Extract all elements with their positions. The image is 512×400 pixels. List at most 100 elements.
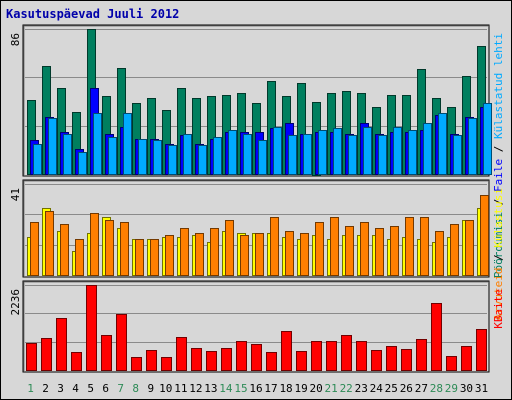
x-tick-label-29: 29 (445, 382, 458, 395)
panel-top-bar-k-lastatud-lehti-8 (138, 139, 147, 175)
x-tick-label-5: 5 (87, 382, 94, 395)
panel-top-legend-item-1: / (492, 192, 505, 212)
panel-middle-legend: Arvuteid / Külastusi (492, 188, 505, 320)
x-tick-label-24: 24 (370, 382, 384, 395)
panel-top-bar-k-lastatud-lehti-25 (393, 127, 402, 175)
panel-middle-bar-arvuteid-14 (225, 220, 234, 276)
panel-middle-bar-arvuteid-8 (135, 239, 144, 276)
x-tick-label-14: 14 (219, 382, 233, 395)
panel-bottom-bar-kbaite-21 (326, 341, 337, 371)
panel-middle-bar-arvuteid-18 (285, 231, 294, 276)
panel-middle-bar-arvuteid-5 (90, 213, 99, 276)
panel-top-bar-k-lastatud-lehti-9 (153, 140, 162, 175)
panel-bottom: 2236 KBaite (9, 280, 505, 373)
panel-top-bar-k-lastatud-lehti-31 (483, 103, 492, 175)
panel-top-bar-k-lastatud-lehti-6 (108, 137, 117, 175)
panel-bottom-bar-kbaite-17 (266, 352, 277, 371)
panel-bottom-bar-kbaite-15 (236, 341, 247, 371)
panel-middle-bar-arvuteid-24 (375, 228, 384, 276)
panel-middle-bar-arvuteid-25 (390, 226, 399, 276)
x-tick-labels: 1 2 3 4 5 6 7 8 9 10 11 12 13 14 15 16 17 18 19 20 21 22 23 24 2… (27, 382, 488, 395)
panel-top-bar-k-lastatud-lehti-12 (198, 145, 207, 175)
panel-top-bar-k-lastatud-lehti-21 (333, 128, 342, 175)
panel-middle-bar-arvuteid-7 (120, 222, 129, 276)
panel-top-bar-k-lastatud-lehti-14 (228, 130, 237, 175)
panel-bottom-bar-kbaite-5 (86, 285, 97, 371)
panel-middle-bar-arvuteid-3 (60, 224, 69, 276)
panel-top-bar-k-lastatud-lehti-20 (318, 130, 327, 175)
panel-middle: 41 Arvuteid / Külastusi (9, 179, 505, 320)
x-tick-label-28: 28 (430, 382, 443, 395)
panel-bottom-bar-kbaite-26 (401, 349, 412, 371)
panel-bottom-bar-kbaite-30 (461, 346, 472, 371)
panel-top-bar-k-lastatud-lehti-3 (63, 134, 72, 175)
x-tick-label-23: 23 (355, 382, 368, 395)
x-tick-label-27: 27 (415, 382, 428, 395)
panel-middle-bar-arvuteid-19 (300, 233, 309, 276)
x-tick-label-7: 7 (117, 382, 124, 395)
panel-top-bar-k-lastatud-lehti-7 (123, 113, 132, 175)
x-tick-label-18: 18 (279, 382, 292, 395)
panel-top: 86 Pöördumisi / Faile / Külastatud lehti (9, 24, 505, 278)
x-tick-label-11: 11 (174, 382, 187, 395)
x-tick-label-9: 9 (147, 382, 154, 395)
panel-bottom-bar-kbaite-9 (146, 350, 157, 371)
panel-middle-bar-arvuteid-15 (240, 235, 249, 276)
panel-bottom-bar-kbaite-12 (191, 348, 202, 371)
x-tick-label-15: 15 (234, 382, 247, 395)
x-tick-label-26: 26 (400, 382, 413, 395)
panel-middle-bar-arvuteid-10 (165, 235, 174, 276)
x-tick-label-16: 16 (249, 382, 262, 395)
panel-top-bar-k-lastatud-lehti-16 (258, 140, 267, 175)
x-tick-label-3: 3 (57, 382, 64, 395)
panel-top-bar-k-lastatud-lehti-22 (348, 135, 357, 175)
panel-top-bar-k-lastatud-lehti-29 (453, 135, 462, 175)
panel-middle-bar-arvuteid-11 (180, 228, 189, 276)
panel-bottom-legend: KBaite (492, 289, 505, 329)
panel-middle-bar-arvuteid-31 (480, 195, 489, 276)
panel-bottom-bar-kbaite-29 (446, 356, 457, 371)
panel-top-bar-k-lastatud-lehti-26 (408, 130, 417, 175)
panel-middle-bar-arvuteid-6 (105, 220, 114, 276)
x-tick-label-31: 31 (475, 382, 488, 395)
x-tick-label-10: 10 (159, 382, 172, 395)
panel-bottom-bar-kbaite-4 (71, 352, 82, 371)
panel-bottom-bar-kbaite-18 (281, 331, 292, 371)
panel-middle-bar-arvuteid-4 (75, 239, 84, 276)
panel-bottom-bar-kbaite-22 (341, 335, 352, 371)
panel-top-ymax-label: 86 (9, 33, 22, 46)
panel-bottom-bar-kbaite-6 (101, 335, 112, 371)
panel-bottom-bar-kbaite-24 (371, 350, 382, 371)
panel-bottom-bar-kbaite-2 (41, 338, 52, 371)
x-tick-label-1: 1 (27, 382, 34, 395)
panel-middle-legend-item-0: Arvuteid (492, 267, 505, 320)
panel-top-legend: Pöördumisi / Faile / Külastatud lehti (492, 33, 505, 278)
panel-top-bar-k-lastatud-lehti-4 (78, 152, 87, 175)
chart-title: Kasutuspäevad Juuli 2012 (6, 7, 179, 21)
panel-top-bar-k-lastatud-lehti-27 (423, 123, 432, 175)
panel-bottom-bar-kbaite-31 (476, 329, 487, 371)
panel-middle-bar-arvuteid-2 (45, 211, 54, 276)
panel-bottom-ymax-label: 2236 (9, 289, 22, 316)
panel-bottom-bar-kbaite-25 (386, 346, 397, 371)
panel-top-legend-item-3: / (492, 139, 505, 159)
panel-bottom-bar-kbaite-19 (296, 351, 307, 371)
x-tick-label-4: 4 (72, 382, 79, 395)
panel-top-bar-k-lastatud-lehti-5 (93, 113, 102, 175)
x-tick-label-6: 6 (102, 382, 109, 395)
panel-bottom-bar-kbaite-1 (26, 343, 37, 371)
panel-middle-bar-arvuteid-13 (210, 228, 219, 276)
x-tick-label-13: 13 (204, 382, 217, 395)
panel-middle-bar-arvuteid-29 (450, 224, 459, 276)
x-tick-label-8: 8 (132, 382, 139, 395)
panel-middle-bar-arvuteid-30 (465, 220, 474, 276)
x-tick-label-19: 19 (294, 382, 307, 395)
panel-top-bar-k-lastatud-lehti-30 (468, 118, 477, 175)
panel-bottom-bar-kbaite-3 (56, 318, 67, 371)
panel-top-bar-k-lastatud-lehti-11 (183, 134, 192, 175)
panel-bottom-bar-kbaite-16 (251, 344, 262, 371)
panel-middle-legend-item-2: Külastusi (492, 188, 505, 248)
panel-bottom-bar-kbaite-8 (131, 357, 142, 371)
panel-top-legend-item-0: Pöördumisi (492, 212, 505, 278)
